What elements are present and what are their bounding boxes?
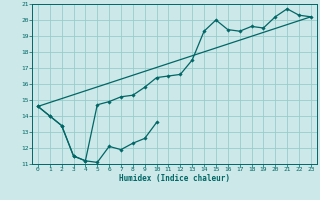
X-axis label: Humidex (Indice chaleur): Humidex (Indice chaleur) (119, 174, 230, 183)
